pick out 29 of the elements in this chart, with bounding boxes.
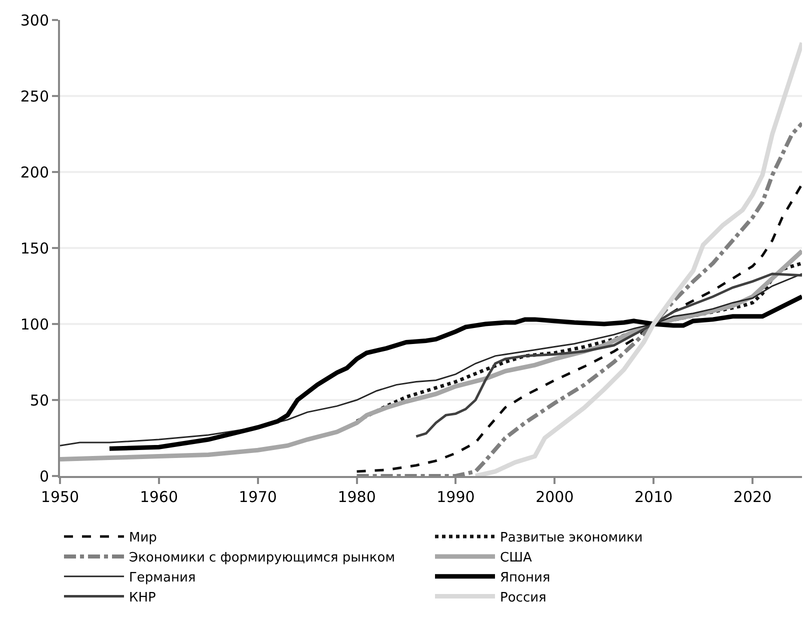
legend-label: Мир [129, 530, 157, 546]
y-tick-label: 50 [30, 391, 49, 410]
x-tick-label: 2000 [536, 488, 574, 506]
line-series [60, 248, 802, 462]
y-tick-label: 150 [20, 239, 49, 258]
x-tick-label: 2010 [634, 488, 673, 506]
line-series [473, 40, 802, 476]
legend-label: Япония [500, 570, 550, 586]
line-series [414, 272, 802, 438]
x-tick-label: 2020 [733, 488, 772, 506]
y-tick-label: 0 [39, 467, 49, 486]
line-series [356, 182, 802, 473]
line-series [107, 294, 802, 451]
y-tick-label: 300 [20, 11, 49, 30]
legend-label: Германия [129, 570, 196, 586]
y-tick-label: 200 [20, 163, 49, 182]
x-tick-label: 1980 [338, 488, 376, 506]
y-tick-label: 100 [20, 315, 49, 334]
legend-label: Россия [500, 590, 546, 606]
x-tick-label: 1970 [238, 488, 277, 506]
legend-label: Экономики с формирующимся рынком [129, 550, 395, 566]
legend-label: Развитые экономики [500, 530, 643, 546]
legend-label: США [500, 550, 532, 566]
x-tick-label: 1950 [40, 488, 80, 506]
line-series [60, 273, 802, 446]
legend-label: КНР [129, 590, 156, 606]
x-tick-label: 1960 [140, 488, 178, 506]
y-tick-label: 250 [20, 87, 49, 106]
x-tick-label: 1990 [436, 488, 475, 506]
